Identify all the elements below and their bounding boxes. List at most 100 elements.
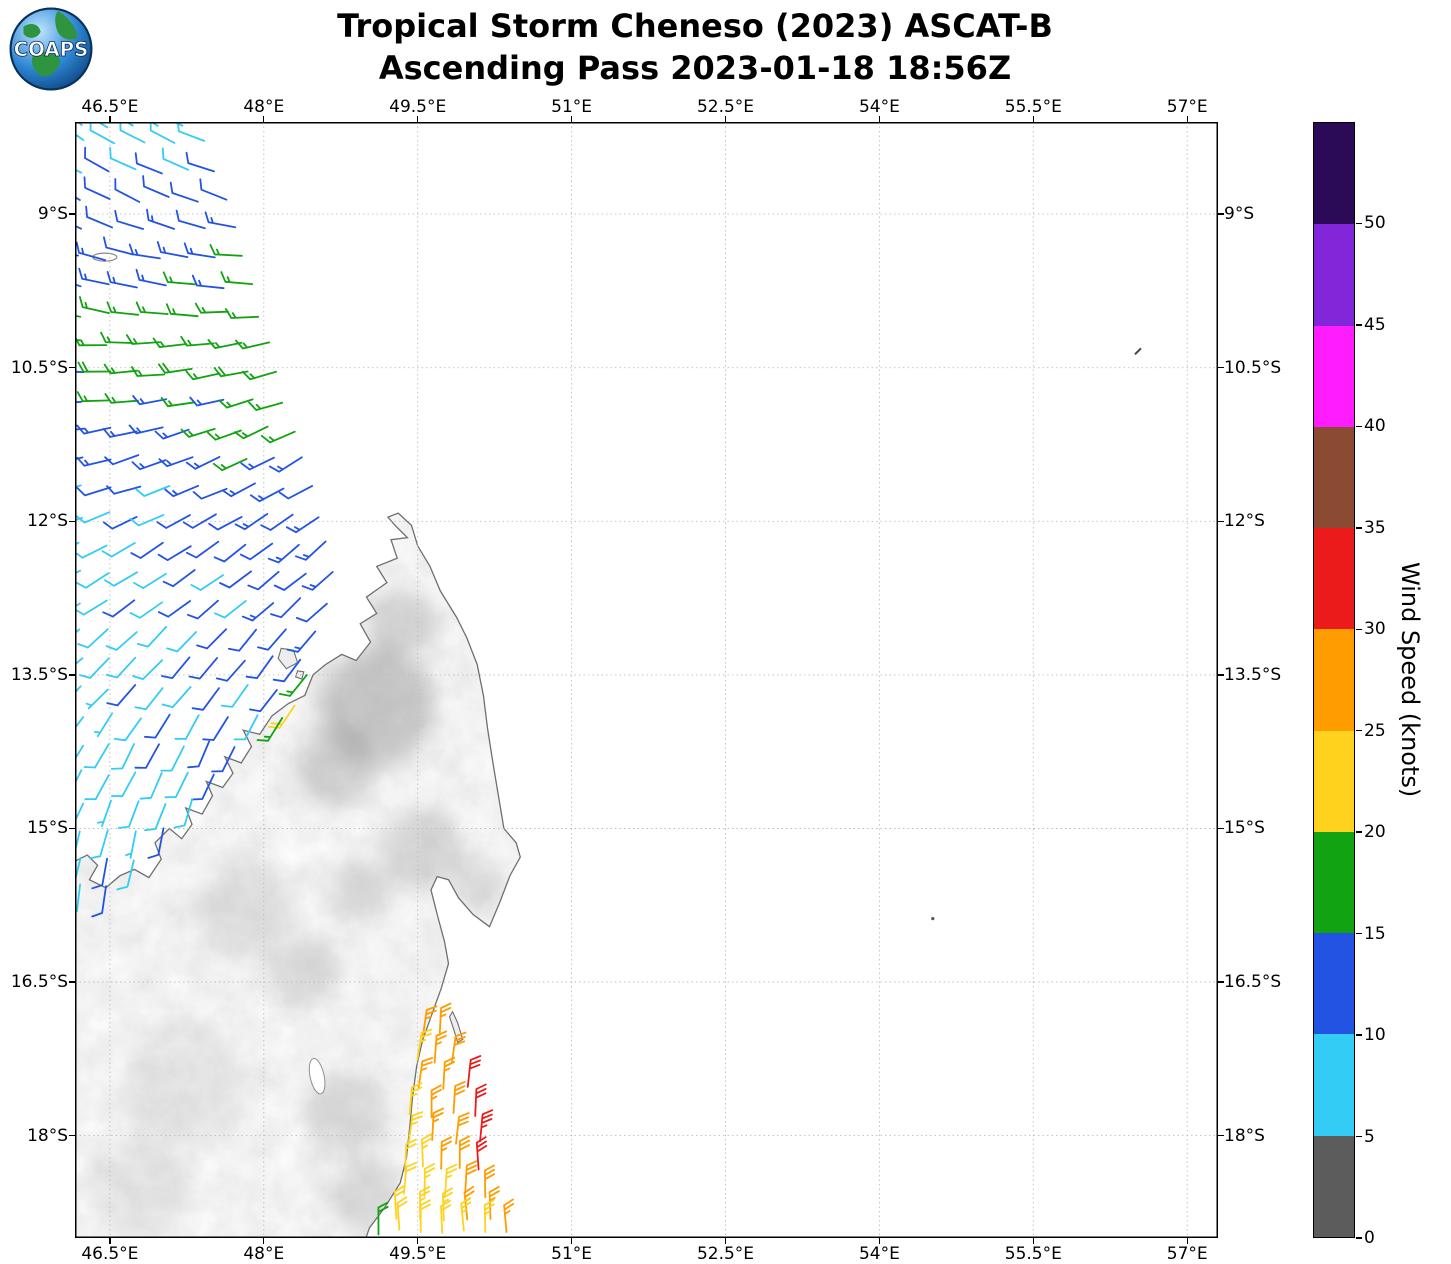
wind-barb	[109, 146, 137, 171]
wind-barb	[417, 1057, 434, 1090]
wind-barb	[78, 267, 110, 286]
colorbar-tick-label: 15	[1364, 923, 1386, 944]
wind-barb	[260, 513, 294, 531]
axis-tick-mark	[1218, 367, 1224, 369]
wind-barb	[234, 425, 269, 440]
axis-tick-mark	[1356, 1034, 1362, 1036]
wind-barb	[75, 132, 85, 141]
y-tick-label-right: 13.5°S	[1224, 664, 1282, 685]
x-tick-label-top: 48°E	[243, 97, 285, 117]
colorbar-segment-20-25	[1314, 730, 1354, 832]
wind-barb	[75, 830, 81, 856]
wind-barb	[169, 181, 199, 203]
wind-barb	[75, 572, 110, 589]
wind-barb	[114, 210, 144, 230]
axis-tick-mark	[1356, 324, 1362, 326]
wind-barb	[175, 209, 206, 230]
plot-title: Tropical Storm Cheneso (2023) ASCAT-B As…	[120, 6, 1270, 89]
wind-barb	[488, 1185, 500, 1220]
wind-barb	[440, 1136, 452, 1170]
wind-barb	[79, 296, 110, 314]
colorbar-segment-35-40	[1314, 426, 1354, 529]
wind-barb	[160, 745, 185, 772]
wind-barb	[474, 1083, 487, 1117]
wind-barb	[101, 542, 136, 558]
x-tick-label-top: 46.5°E	[81, 97, 139, 117]
wind-barb	[213, 543, 247, 563]
wind-barb	[103, 363, 139, 375]
wind-barb	[408, 1082, 423, 1116]
wind-barb	[133, 572, 167, 589]
wind-barb	[190, 773, 215, 801]
axis-tick-mark	[1032, 1238, 1034, 1244]
wind-barb	[377, 1201, 389, 1236]
axis-tick-mark	[109, 116, 111, 122]
y-tick-label-right: 10.5°S	[1224, 357, 1282, 378]
islet-dot	[931, 917, 935, 921]
wind-barb	[75, 400, 83, 404]
colorbar-tick-label: 10	[1364, 1025, 1386, 1046]
axis-tick-mark	[69, 674, 75, 676]
wind-barb	[196, 628, 227, 650]
wind-barbs	[75, 122, 515, 1236]
wind-barb	[212, 458, 248, 472]
wind-barb	[157, 362, 193, 374]
wind-barb	[75, 370, 85, 374]
logo-landmass-west	[23, 23, 41, 38]
coaps-logo: COAPS	[9, 7, 93, 91]
wind-barb	[209, 244, 243, 257]
wind-barb	[438, 1002, 452, 1036]
colorbar-label-wrap: Wind Speed (knots)	[1396, 122, 1424, 1238]
colorbar-tick-label: 45	[1364, 314, 1386, 335]
wind-barb	[96, 122, 109, 129]
axis-tick-mark	[1218, 213, 1224, 215]
wind-barb	[149, 122, 176, 144]
wind-barb	[113, 717, 142, 742]
wind-barb	[135, 268, 167, 287]
wind-barb	[225, 308, 260, 319]
wind-barb	[75, 241, 106, 261]
wind-barb	[458, 1135, 471, 1169]
wind-barb	[241, 370, 277, 381]
axis-tick-mark	[1186, 116, 1188, 122]
wind-barb	[146, 208, 175, 230]
wind-barb	[245, 655, 274, 679]
wind-barb	[129, 514, 165, 527]
wind-barb	[76, 456, 112, 467]
axis-tick-mark	[263, 1238, 265, 1244]
axis-tick-mark	[69, 827, 75, 830]
wind-barb	[396, 1196, 408, 1231]
axis-tick-mark	[69, 213, 75, 215]
wind-barb	[183, 242, 216, 259]
wind-barb	[76, 391, 111, 403]
wind-barb	[479, 1109, 494, 1143]
wind-barb	[84, 774, 110, 801]
wind-barb	[187, 740, 210, 769]
wind-barb	[162, 569, 196, 588]
wind-barb	[185, 151, 215, 173]
wind-barb	[135, 485, 171, 497]
wind-barb	[75, 511, 111, 524]
wind-barb	[126, 334, 161, 345]
wind-barb	[269, 456, 303, 473]
wind-barb	[132, 395, 168, 406]
wind-barb	[131, 366, 166, 377]
wind-barb	[186, 540, 220, 559]
colorbar-segment-45-50	[1314, 224, 1354, 326]
wind-barb	[202, 716, 229, 741]
axis-tick-mark	[1032, 116, 1034, 122]
wind-barb	[393, 1185, 405, 1220]
colorbar-segment-50-55	[1314, 123, 1354, 225]
wind-barb	[466, 1055, 482, 1088]
axis-tick-mark	[1218, 674, 1224, 676]
colorbar-segment-25-30	[1314, 629, 1354, 731]
x-tick-label-top: 54°E	[858, 97, 900, 117]
wind-barb	[103, 516, 138, 530]
wind-barb	[267, 543, 300, 564]
wind-barb	[144, 803, 167, 832]
y-tick-label-left: 15°S	[27, 818, 68, 839]
wind-barb	[106, 271, 138, 289]
wind-barb	[407, 1111, 424, 1144]
wind-barb	[125, 830, 137, 859]
